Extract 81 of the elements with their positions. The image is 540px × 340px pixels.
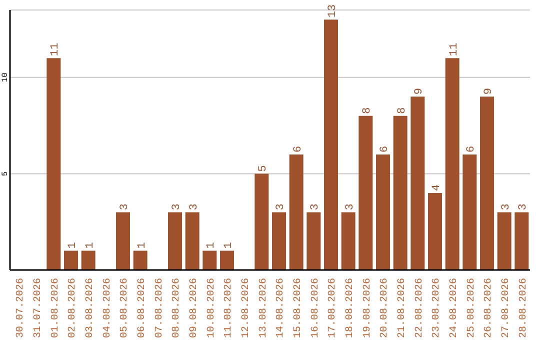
x-tick-label: 18.08.2026	[345, 278, 356, 338]
data-label: 11	[448, 42, 460, 56]
bar	[514, 212, 529, 270]
x-tick-label: 25.08.2026	[466, 278, 478, 338]
x-tick-label: 31.07.2026	[33, 278, 44, 338]
bar	[133, 250, 148, 270]
x-tick-label: 17.08.2026	[328, 278, 339, 338]
bar	[272, 212, 286, 270]
bar	[202, 250, 217, 270]
bar	[306, 212, 321, 270]
x-tick-label: 11.08.2026	[224, 278, 235, 338]
bar	[46, 58, 61, 270]
y-tick-label: 10	[1, 72, 10, 82]
x-tick-label: 27.08.2026	[501, 278, 512, 338]
bar	[289, 154, 304, 270]
data-label: 8	[396, 107, 408, 114]
x-tick-label: 06.08.2026	[137, 278, 148, 338]
data-label: 1	[84, 242, 96, 249]
bar	[428, 192, 442, 270]
data-label: 3	[310, 204, 322, 210]
data-label: 1	[67, 242, 79, 249]
x-tick-label: 30.07.2026	[16, 278, 27, 338]
data-label: 3	[275, 204, 287, 210]
data-label: 9	[483, 88, 495, 95]
data-label: 5	[258, 165, 270, 172]
x-tick-label: 04.08.2026	[102, 278, 114, 338]
bar	[81, 250, 96, 270]
x-tick-label: 28.08.2026	[518, 278, 530, 338]
bar	[254, 174, 269, 270]
x-tick-label: 09.08.2026	[189, 278, 200, 338]
x-tick-label: 21.08.2026	[397, 278, 408, 338]
data-label: 1	[136, 242, 148, 249]
bar	[376, 154, 390, 270]
bar	[480, 96, 494, 270]
x-tick-label: 23.08.2026	[432, 278, 443, 338]
bar	[64, 250, 78, 270]
bar	[497, 212, 512, 270]
bar	[220, 250, 234, 270]
bar	[393, 116, 408, 270]
x-tick-label: 24.08.2026	[449, 278, 460, 338]
bar	[410, 96, 425, 270]
data-label: 9	[414, 88, 426, 95]
bar	[445, 58, 460, 270]
data-label: 6	[379, 146, 391, 152]
data-label: 3	[344, 204, 356, 210]
data-label: 3	[518, 204, 530, 210]
bar	[324, 20, 338, 270]
x-tick-label: 08.08.2026	[172, 278, 183, 338]
data-label: 1	[206, 242, 218, 249]
x-tick-label: 15.08.2026	[293, 278, 304, 338]
bar	[168, 212, 182, 270]
data-label: 11	[50, 42, 62, 56]
bar	[185, 212, 200, 270]
data-label: 3	[500, 204, 512, 210]
bar	[462, 154, 477, 270]
data-label: 3	[188, 204, 200, 210]
x-tick-label: 13.08.2026	[258, 278, 270, 338]
x-tick-label: 10.08.2026	[206, 278, 218, 338]
data-label: 3	[119, 204, 131, 210]
data-label: 1	[223, 242, 235, 249]
x-tick-label: 22.08.2026	[414, 278, 426, 338]
x-tick-label: 16.08.2026	[310, 278, 322, 338]
data-label: 4	[431, 184, 443, 191]
x-tick-label: 01.08.2026	[50, 278, 62, 338]
x-tick-label: 02.08.2026	[68, 278, 79, 338]
x-tick-label: 14.08.2026	[276, 278, 287, 338]
data-label: 3	[171, 204, 183, 210]
x-tick-label: 03.08.2026	[85, 278, 96, 338]
x-tick-label: 05.08.2026	[120, 278, 131, 338]
x-tick-label: 07.08.2026	[154, 278, 166, 338]
data-label: 13	[327, 4, 339, 18]
x-tick-label: 12.08.2026	[241, 278, 252, 338]
bar	[341, 212, 356, 270]
data-label: 8	[362, 107, 374, 114]
x-tick-label: 26.08.2026	[484, 278, 495, 338]
bar	[358, 116, 373, 270]
data-label: 6	[292, 146, 304, 152]
x-tick-label: 20.08.2026	[380, 278, 391, 338]
data-label: 6	[466, 146, 478, 152]
x-tick-label: 19.08.2026	[362, 278, 374, 338]
bar	[116, 212, 130, 270]
